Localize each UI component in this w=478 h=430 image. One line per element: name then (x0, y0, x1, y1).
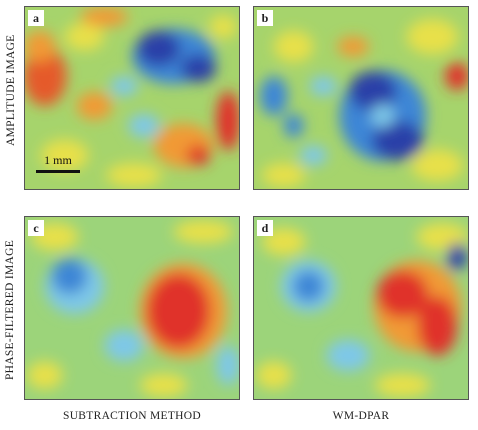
panel-d-phase-wmdpar: d (253, 216, 469, 400)
heatmap-c (25, 217, 239, 399)
scale-bar-label: 1 mm (44, 153, 72, 167)
heatmap-b (254, 7, 468, 189)
panel-letter-c: c (28, 220, 44, 236)
scale-bar (36, 170, 80, 173)
column-label-wm-dpar: WM-DPAR (332, 410, 390, 422)
heatmap-d (254, 217, 468, 399)
panel-letter-d: d (257, 220, 273, 236)
panel-c-phase-subtraction: c (24, 216, 240, 400)
row-label-amplitude: AMPLITUDE IMAGE (5, 34, 17, 146)
column-label-subtraction-method: SUBTRACTION METHOD (63, 410, 201, 422)
panel-a-amplitude-subtraction: a 1 mm (24, 6, 240, 190)
heatmap-a (25, 7, 239, 189)
panel-letter-b: b (257, 10, 273, 26)
panel-letter-a: a (28, 10, 44, 26)
row-label-phase-filtered: PHASE-FILTERED IMAGE (4, 239, 16, 381)
panel-b-amplitude-wmdpar: b (253, 6, 469, 190)
